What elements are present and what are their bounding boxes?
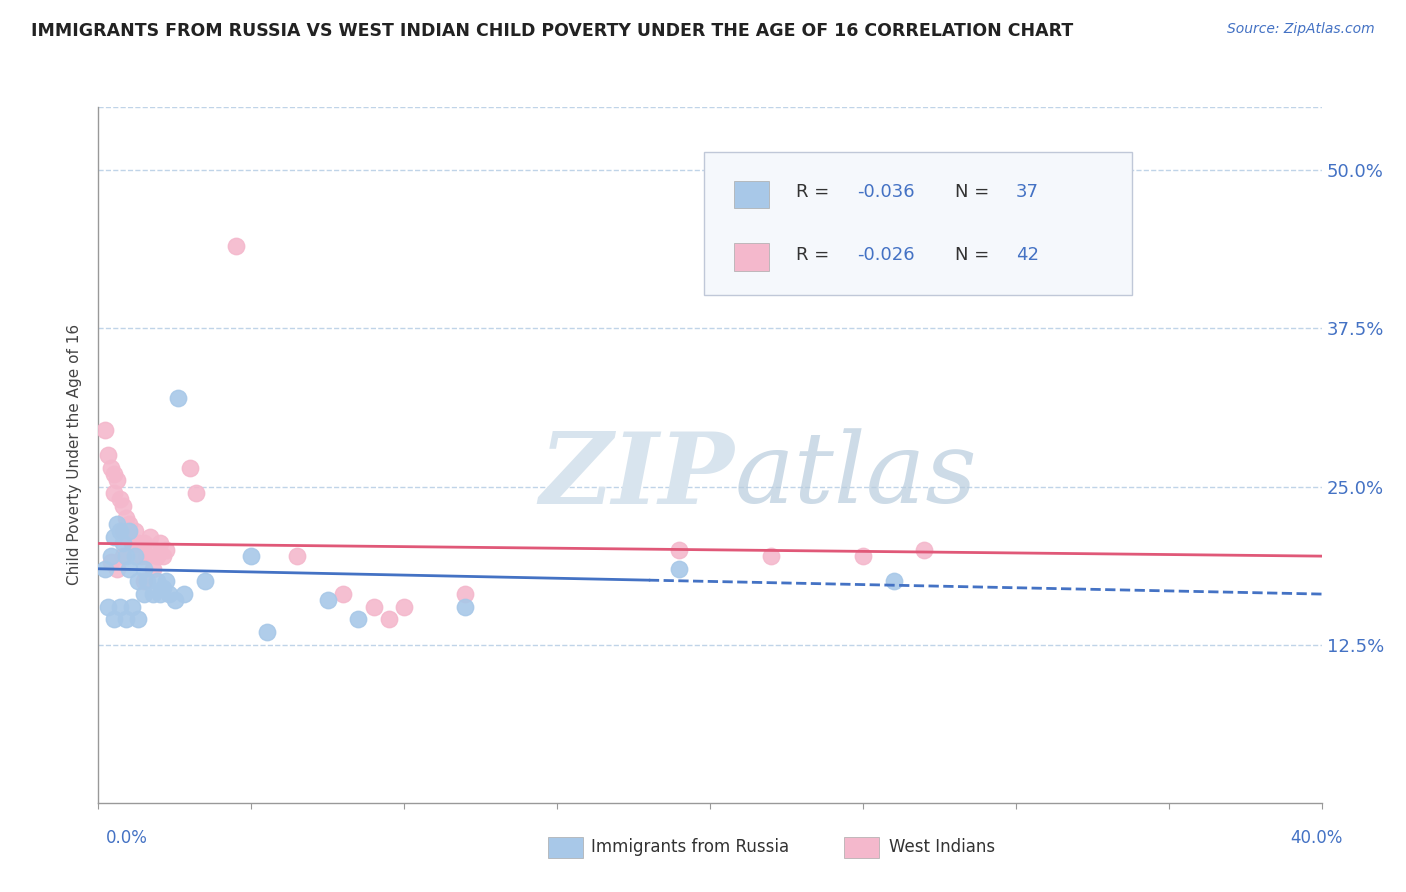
Point (111, 549, 134, 563)
Point (103, 612, 125, 626)
Point (103, 467, 125, 481)
Text: Source: ZipAtlas.com: Source: ZipAtlas.com (1227, 22, 1375, 37)
Point (100, 549, 122, 563)
Point (142, 587, 165, 601)
Point (129, 549, 152, 563)
Point (134, 587, 156, 601)
Point (225, 239, 247, 253)
Point (105, 517, 128, 532)
Point (142, 562, 165, 576)
Point (149, 587, 172, 601)
Point (136, 549, 159, 563)
Point (97, 599, 120, 614)
Point (108, 599, 131, 614)
Text: IMMIGRANTS FROM RUSSIA VS WEST INDIAN CHILD POVERTY UNDER THE AGE OF 16 CORRELAT: IMMIGRANTS FROM RUSSIA VS WEST INDIAN CH… (31, 22, 1073, 40)
Point (363, 599, 385, 614)
Text: R =: R = (796, 183, 835, 201)
Point (152, 581, 174, 595)
Point (167, 391, 190, 405)
Point (668, 542, 690, 557)
Point (127, 574, 149, 589)
Point (668, 562, 690, 576)
Point (111, 524, 134, 538)
Point (454, 587, 477, 601)
Point (152, 549, 174, 563)
Point (759, 549, 782, 563)
Point (118, 562, 141, 576)
FancyBboxPatch shape (734, 244, 769, 270)
Text: -0.036: -0.036 (856, 183, 914, 201)
Point (883, 574, 905, 589)
Point (332, 587, 354, 601)
Point (121, 536, 143, 550)
Point (186, 486, 208, 500)
Point (134, 574, 156, 589)
Point (115, 612, 138, 626)
Point (118, 530, 141, 544)
Point (127, 536, 149, 550)
Point (111, 499, 134, 513)
Text: 42: 42 (1015, 245, 1039, 263)
Text: R =: R = (796, 245, 835, 263)
Point (155, 542, 177, 557)
Point (912, 542, 935, 557)
Point (157, 587, 180, 601)
Point (155, 574, 177, 589)
Point (256, 625, 278, 640)
Text: 0.0%: 0.0% (105, 829, 148, 847)
Text: N =: N = (955, 245, 994, 263)
Point (105, 473, 128, 487)
Point (316, 593, 339, 607)
Point (142, 542, 165, 557)
Text: Immigrants from Russia: Immigrants from Russia (591, 838, 789, 856)
Point (852, 549, 875, 563)
Point (121, 599, 143, 614)
Point (378, 612, 401, 626)
Point (103, 486, 125, 500)
Point (194, 574, 217, 589)
Text: ZIP: ZIP (540, 427, 734, 524)
Point (105, 562, 128, 576)
Point (111, 536, 134, 550)
Text: West Indians: West Indians (889, 838, 994, 856)
Point (118, 524, 141, 538)
Text: 40.0%: 40.0% (1291, 829, 1343, 847)
Text: 37: 37 (1015, 183, 1039, 201)
Text: atlas: atlas (734, 428, 977, 524)
Point (118, 517, 141, 532)
Point (97, 448, 120, 462)
Point (392, 599, 416, 614)
Point (100, 556, 122, 570)
Point (145, 549, 167, 563)
Point (100, 460, 122, 475)
Point (108, 524, 131, 538)
Point (108, 492, 131, 507)
Point (136, 574, 159, 589)
Point (347, 612, 370, 626)
Point (124, 549, 146, 563)
Text: -0.026: -0.026 (856, 245, 914, 263)
Point (149, 536, 172, 550)
Point (134, 536, 156, 550)
Point (134, 562, 156, 576)
Point (127, 612, 149, 626)
Point (454, 599, 477, 614)
FancyBboxPatch shape (734, 181, 769, 208)
Point (115, 511, 138, 525)
Point (145, 574, 167, 589)
Point (103, 530, 125, 544)
Point (93, 562, 115, 576)
Point (124, 524, 146, 538)
Point (115, 549, 138, 563)
FancyBboxPatch shape (704, 153, 1132, 295)
Point (163, 593, 186, 607)
Point (179, 460, 201, 475)
Y-axis label: Child Poverty Under the Age of 16: Child Poverty Under the Age of 16 (67, 325, 83, 585)
Point (139, 530, 162, 544)
Point (173, 587, 195, 601)
Point (93, 423, 115, 437)
Point (240, 549, 263, 563)
Text: N =: N = (955, 183, 994, 201)
Point (285, 549, 308, 563)
